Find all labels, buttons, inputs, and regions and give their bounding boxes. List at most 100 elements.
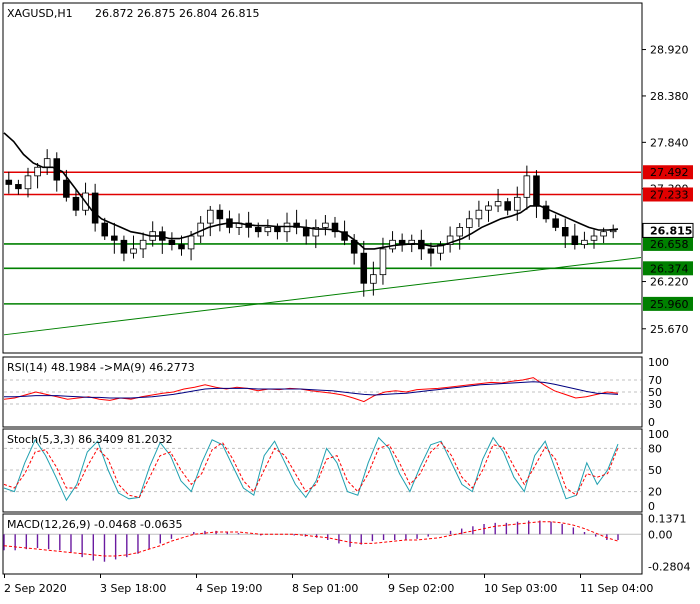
rsi-rsi-line [3, 377, 619, 403]
macd-signal-line [3, 521, 619, 557]
rsi-layer [3, 377, 641, 405]
price-tick-label: 25.670 [650, 323, 689, 336]
stoch-main-line [3, 436, 619, 502]
candle-body [168, 239, 176, 245]
candle-body [111, 235, 118, 241]
level-tag-label: 25.960 [650, 298, 689, 311]
time-label: 2 Sep 2020 [4, 582, 67, 595]
macd-label: MACD(12,26,9) -0.0468 -0.0635 [7, 518, 182, 531]
level-tag-1 [643, 187, 693, 202]
time-label: 3 Sep 18:00 [100, 582, 166, 595]
candle-body [523, 175, 531, 198]
candle-body [475, 209, 483, 220]
level-tag-0 [643, 165, 693, 180]
ohlc-values: 26.872 26.875 26.804 26.815 [95, 7, 259, 20]
stoch-tick-label: 0 [648, 500, 655, 513]
level-tag-label: 26.658 [650, 238, 689, 251]
candle-body [130, 248, 137, 254]
candle-body [293, 222, 300, 228]
candle-body [360, 252, 368, 284]
candle-body [446, 235, 454, 245]
macd-panel [2, 513, 643, 575]
candle-body [43, 158, 51, 168]
price-tick-label: 28.380 [650, 90, 689, 103]
candle-body [312, 227, 320, 237]
stoch-tick-label: 100 [648, 428, 669, 441]
rsi-panel [2, 356, 643, 428]
time-label: 4 Sep 19:00 [196, 582, 262, 595]
macd-tick-label: 0.00 [648, 528, 673, 541]
symbol-label: XAGUSD,H1 [7, 7, 73, 20]
candle-body [533, 175, 540, 207]
candle-body [600, 231, 607, 237]
candle-body [552, 218, 559, 228]
macd-tick-label: 0.1371 [648, 513, 687, 526]
level-tag-label: 27.233 [650, 188, 689, 201]
time-label: 10 Sep 03:00 [484, 582, 557, 595]
stoch-tick-label: 20 [648, 486, 662, 499]
price-layer [3, 132, 642, 336]
rsi-tick-label: 50 [648, 386, 662, 399]
rsi-tick-label: 70 [648, 374, 662, 387]
time-label: 11 Sep 04:00 [580, 582, 653, 595]
stoch-tick-label: 80 [648, 442, 662, 455]
candle-body [216, 209, 224, 220]
price-panel [2, 2, 643, 354]
level-tag-4 [643, 296, 693, 311]
stoch-label: Stoch(5,3,3) 86.3409 81.2032 [7, 433, 173, 446]
last-price-label: 26.815 [650, 224, 692, 237]
last-price-tag [642, 222, 694, 238]
level-tag-3 [643, 261, 693, 276]
stoch-layer [3, 436, 641, 502]
level-tag-2 [643, 236, 693, 251]
candle-body [561, 227, 569, 237]
candle-body [139, 239, 147, 250]
candle-body [254, 227, 262, 233]
candle-body [542, 205, 550, 220]
candle-body [609, 230, 617, 233]
rsi-tick-label: 30 [648, 398, 662, 411]
candle-body [178, 244, 185, 250]
candle-body [485, 205, 492, 211]
time-label: 8 Sep 01:00 [292, 582, 358, 595]
candle-body [91, 192, 99, 224]
candle-body [504, 201, 511, 211]
rsi-label: RSI(14) 48.1984 ->MA(9) 46.2773 [7, 361, 195, 374]
candle-body [389, 239, 396, 250]
candle-body [24, 175, 32, 190]
stoch-tick-label: 50 [648, 464, 662, 477]
candle-body [571, 235, 579, 245]
candle-body [206, 209, 214, 224]
candle-body [466, 218, 473, 228]
stoch-signal-line [3, 441, 619, 498]
candle-body [322, 222, 329, 228]
trendline [3, 256, 642, 336]
candle-body [34, 166, 41, 177]
candle-body [283, 222, 291, 233]
stoch-panel [2, 428, 643, 513]
candle-body [15, 184, 22, 190]
axis-labels: 28.92028.38027.84027.30026.76026.22025.6… [4, 44, 694, 595]
candle-body [437, 244, 444, 254]
candle-body [187, 235, 195, 250]
rsi-ma-line [4, 381, 619, 399]
price-tick-label: 28.920 [650, 44, 689, 57]
candle-body [590, 235, 598, 241]
candle-body [302, 227, 310, 237]
candle-body [494, 201, 502, 207]
candle-body [264, 227, 272, 233]
price-tick-label: 27.840 [650, 136, 689, 149]
rsi-tick-label: 100 [648, 356, 669, 369]
macd-layer [3, 520, 641, 562]
candle-body [63, 179, 70, 198]
macd-tick-label: -0.2804 [648, 560, 690, 573]
candle-body [379, 248, 387, 276]
price-tick-label: 26.220 [650, 276, 689, 289]
candle-body [581, 239, 588, 245]
candle-body [427, 248, 435, 254]
candle-body [101, 222, 109, 237]
level-tag-label: 27.492 [650, 166, 689, 179]
candle-body [274, 227, 281, 233]
